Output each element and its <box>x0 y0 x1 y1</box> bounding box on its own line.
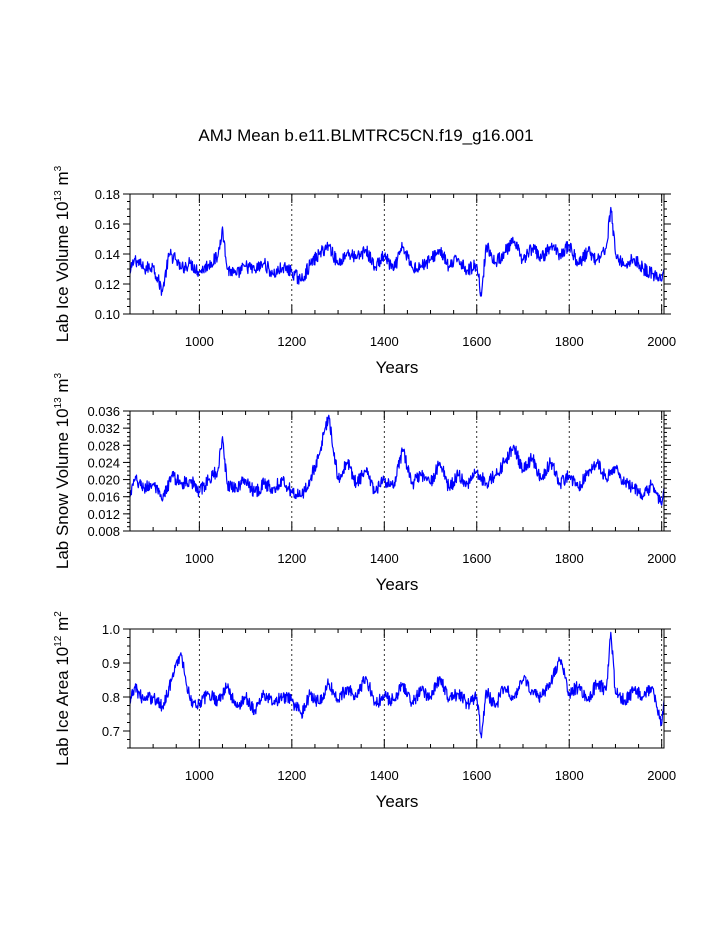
y-tick-label: 0.7 <box>102 724 120 739</box>
x-axis-label: Years <box>376 358 419 377</box>
y-tick-label: 0.8 <box>102 690 120 705</box>
y-axis-label: Lab Ice Volume 1013 m3 <box>53 165 72 342</box>
x-tick-label: 1000 <box>185 551 214 566</box>
x-tick-label: 1200 <box>277 768 306 783</box>
x-axis-label: Years <box>376 792 419 811</box>
x-tick-label: 1600 <box>462 551 491 566</box>
x-tick-label: 1000 <box>185 334 214 349</box>
y-tick-label: 1.0 <box>102 622 120 637</box>
panel-snow-volume: 1000 1200 1400 1600 1800 2000 0.008 0.012 0.016 0… <box>53 372 676 594</box>
series-line-ice-area <box>129 631 665 739</box>
x-tick-label: 1000 <box>185 768 214 783</box>
x-tick-label: 2000 <box>647 334 676 349</box>
y-tick-label: 0.10 <box>95 307 120 322</box>
y-tick-label: 0.032 <box>87 421 120 436</box>
x-tick-label: 1200 <box>277 334 306 349</box>
x-tick-label: 1800 <box>555 334 584 349</box>
y-tick-label: 0.020 <box>87 473 120 488</box>
x-tick-label: 1600 <box>462 334 491 349</box>
x-tick-label: 1400 <box>370 551 399 566</box>
x-tick-label: 1800 <box>555 551 584 566</box>
y-tick-label: 0.008 <box>87 524 120 539</box>
panel-ice-area: 1000 1200 1400 1600 1800 2000 0.7 0.8 0.9 1.0 Year… <box>53 611 676 811</box>
y-tick-label: 0.14 <box>95 247 120 262</box>
y-tick-label: 0.16 <box>95 217 120 232</box>
x-axis-label: Years <box>376 575 419 594</box>
y-axis-label: Lab Snow Volume 1013 m3 <box>53 372 72 569</box>
x-tick-label: 1600 <box>462 768 491 783</box>
series-line-snow-volume <box>129 414 665 506</box>
y-tick-label: 0.012 <box>87 507 120 522</box>
panel-ice-volume: 1000 1200 1400 1600 1800 2000 0.10 0.12 0.14 0.16… <box>53 165 676 377</box>
y-tick-label: 0.036 <box>87 404 120 419</box>
y-tick-label: 0.016 <box>87 490 120 505</box>
y-tick-label: 0.18 <box>95 187 120 202</box>
y-tick-label: 0.024 <box>87 455 120 470</box>
x-tick-label: 2000 <box>647 768 676 783</box>
y-axis-label: Lab Ice Area 1012 m2 <box>53 611 72 766</box>
x-tick-label: 1800 <box>555 768 584 783</box>
figure-title: AMJ Mean b.e11.BLMTRC5CN.f19_g16.001 <box>198 126 533 145</box>
y-tick-label: 0.12 <box>95 277 120 292</box>
x-tick-label: 2000 <box>647 551 676 566</box>
x-tick-label: 1400 <box>370 768 399 783</box>
series-line-ice-volume <box>129 206 665 297</box>
x-tick-label: 1400 <box>370 334 399 349</box>
y-tick-label: 0.028 <box>87 438 120 453</box>
y-tick-label: 0.9 <box>102 656 120 671</box>
plot-frame-ice-area <box>129 628 665 749</box>
x-tick-label: 1200 <box>277 551 306 566</box>
